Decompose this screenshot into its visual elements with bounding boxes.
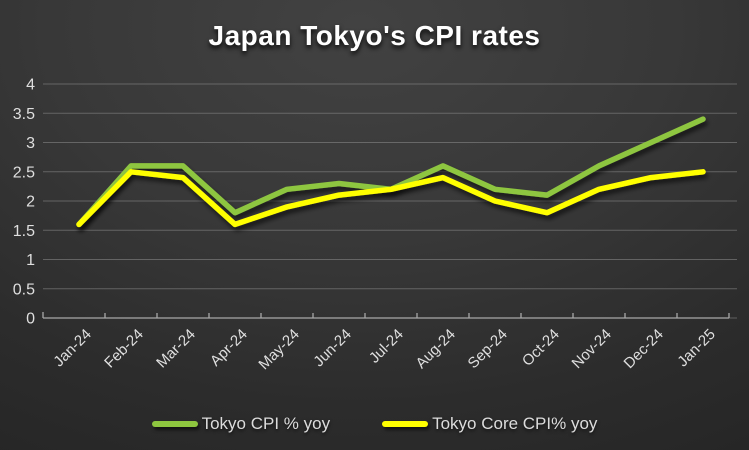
x-axis-tick-label: Nov-24 bbox=[569, 326, 615, 372]
y-axis-tick-label: 4 bbox=[26, 77, 35, 94]
y-axis-tick-label: 2.5 bbox=[13, 164, 35, 181]
y-axis-tick-label: 0.5 bbox=[13, 281, 35, 298]
legend-label-tokyo-core-cpi: Tokyo Core CPI% yoy bbox=[432, 414, 598, 433]
x-axis-tick-label: Oct-24 bbox=[519, 326, 563, 370]
x-axis-tick-label: May-24 bbox=[255, 326, 302, 373]
x-axis-tick-label: Jan-25 bbox=[674, 326, 718, 370]
y-axis-tick-label: 3 bbox=[26, 135, 35, 152]
y-axis-tick-label: 1.5 bbox=[13, 223, 35, 240]
legend-swatch-yellow-line-icon bbox=[382, 421, 429, 427]
x-axis-tick-label: Aug-24 bbox=[413, 326, 459, 372]
y-axis-tick-label: 1 bbox=[26, 252, 35, 269]
y-axis-tick-label: 2 bbox=[26, 194, 35, 211]
x-axis-tick-label: Sep-24 bbox=[465, 326, 511, 372]
legend-item-tokyo-core-cpi: Tokyo Core CPI% yoy bbox=[382, 414, 597, 434]
chart-title: Japan Tokyo's CPI rates bbox=[208, 20, 541, 51]
x-axis-tick-label: Feb-24 bbox=[101, 326, 147, 372]
legend-swatch-green-line-icon bbox=[151, 421, 198, 427]
x-axis-tick-label: Dec-24 bbox=[621, 326, 667, 372]
x-axis-tick-label: Jan-24 bbox=[50, 326, 94, 370]
x-axis-tick-label: Jul-24 bbox=[366, 326, 407, 367]
x-axis-tick-label: Mar-24 bbox=[153, 326, 199, 372]
series-line-tokyo-core-cpi-yoy bbox=[76, 169, 706, 228]
y-axis-tick-label: 0 bbox=[26, 311, 35, 328]
legend: Tokyo CPI % yoy Tokyo Core CPI% yoy bbox=[0, 414, 749, 434]
legend-label-tokyo-cpi: Tokyo CPI % yoy bbox=[201, 414, 331, 433]
y-axis-tick-label: 3.5 bbox=[13, 106, 35, 123]
x-axis-tick-label: Apr-24 bbox=[207, 326, 251, 370]
x-axis-tick-label: Jun-24 bbox=[310, 326, 354, 370]
legend-item-tokyo-cpi: Tokyo CPI % yoy bbox=[151, 414, 331, 434]
